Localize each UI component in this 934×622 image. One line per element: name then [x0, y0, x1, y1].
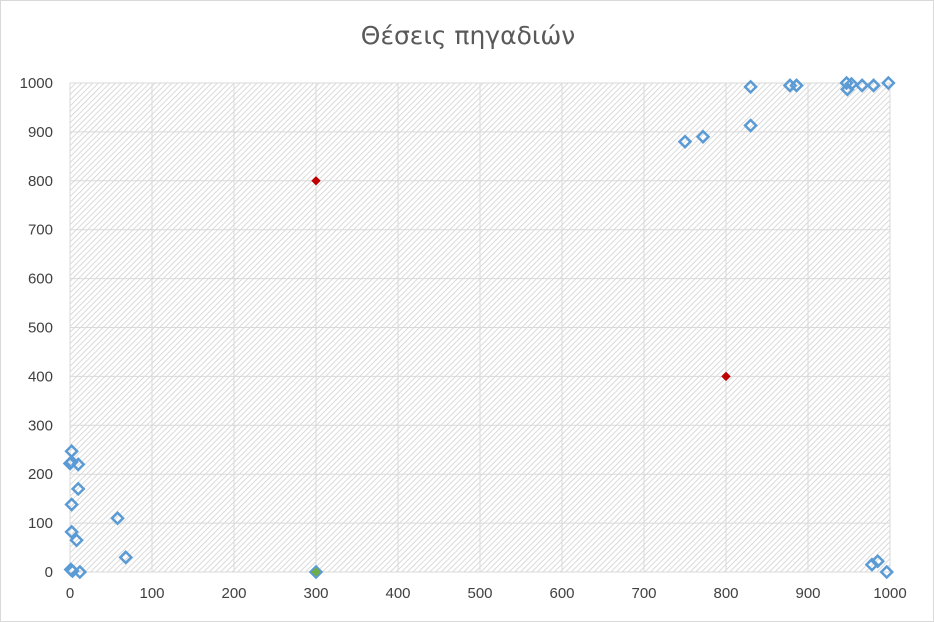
x-tick-label: 1000 [873, 585, 906, 602]
data-point [789, 78, 804, 93]
data-point [64, 524, 79, 540]
chart-title: Θέσεις πηγαδιών [360, 21, 576, 50]
x-tick-label: 300 [303, 585, 328, 602]
y-tick-label: 1000 [20, 75, 53, 92]
data-point [308, 564, 324, 580]
y-tick-label: 200 [28, 466, 53, 483]
data-point [881, 75, 896, 91]
data-point [110, 510, 125, 526]
data-point [864, 557, 880, 572]
data-point [118, 550, 134, 565]
data-point [743, 118, 758, 133]
data-points [62, 75, 896, 580]
x-tick-label: 700 [631, 585, 656, 602]
x-tick-label: 800 [713, 585, 738, 602]
data-point [870, 553, 885, 569]
y-tick-label: 900 [28, 124, 53, 141]
data-point [677, 134, 693, 149]
data-point-highlight [311, 176, 321, 186]
x-tick-label: 400 [385, 585, 410, 602]
data-point [854, 78, 870, 93]
data-point [70, 457, 86, 472]
x-tick-label: 100 [139, 585, 164, 602]
data-point [69, 532, 84, 548]
x-tick-label: 900 [795, 585, 820, 602]
data-point-highlight [311, 567, 321, 577]
y-tick-label: 500 [28, 320, 53, 337]
y-tick-label: 100 [28, 515, 53, 532]
axis-tick-labels: 0 100 200 300 400 500 600 700 800 900 1000 0 100 200 3… [20, 75, 907, 602]
data-point [695, 129, 711, 145]
data-point [866, 78, 881, 93]
y-tick-label: 600 [28, 271, 53, 288]
y-tick-label: 800 [28, 173, 53, 190]
x-tick-label: 600 [549, 585, 574, 602]
data-point [70, 481, 86, 497]
x-tick-label: 0 [66, 585, 74, 602]
data-point [840, 82, 855, 97]
data-point [72, 564, 88, 580]
data-point [879, 564, 894, 580]
x-tick-label: 500 [467, 585, 492, 602]
y-tick-label: 700 [28, 222, 53, 239]
x-tick-label: 200 [221, 585, 246, 602]
data-point [64, 497, 79, 512]
y-tick-label: 0 [45, 564, 53, 581]
gridlines [69, 82, 891, 573]
data-point [743, 79, 758, 95]
y-tick-label: 300 [28, 417, 53, 434]
y-tick-label: 400 [28, 368, 53, 385]
data-point-highlight [721, 371, 731, 382]
data-point [62, 456, 78, 471]
